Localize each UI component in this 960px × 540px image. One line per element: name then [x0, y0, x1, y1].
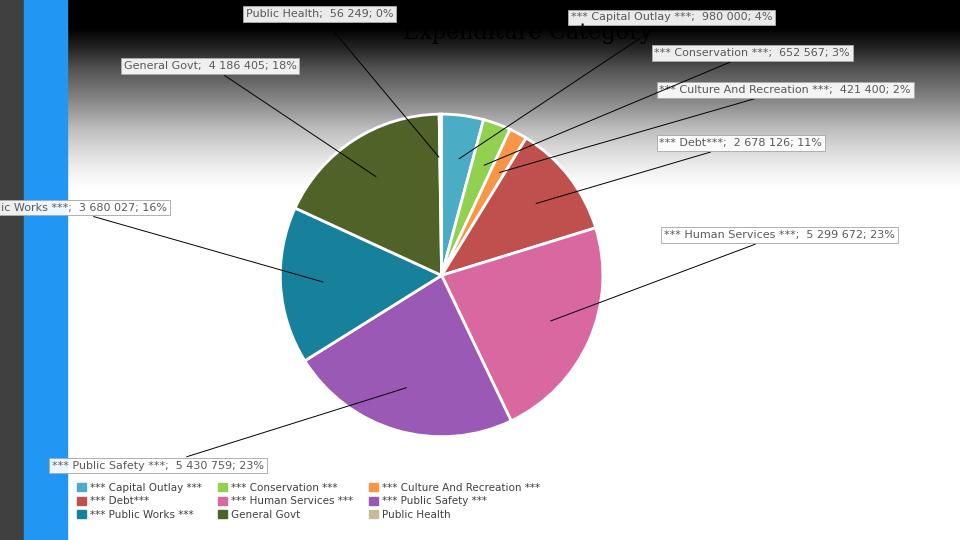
- Bar: [0, 0, 24, 540]
- Wedge shape: [304, 275, 512, 437]
- Text: *** Public Safety ***;  5 430 759; 23%: *** Public Safety ***; 5 430 759; 23%: [52, 388, 406, 471]
- Text: General Govt;  4 186 405; 18%: General Govt; 4 186 405; 18%: [124, 60, 376, 177]
- Text: *** Conservation ***;  652 567; 3%: *** Conservation ***; 652 567; 3%: [484, 48, 851, 165]
- Text: Public Health;  56 249; 0%: Public Health; 56 249; 0%: [246, 9, 439, 157]
- Text: *** Culture And Recreation ***;  421 400; 2%: *** Culture And Recreation ***; 421 400;…: [499, 85, 911, 172]
- Text: Expenditure Category: Expenditure Category: [403, 22, 653, 44]
- Wedge shape: [439, 114, 442, 275]
- Wedge shape: [442, 228, 603, 421]
- Legend: *** Capital Outlay ***, *** Debt***, *** Public Works ***, *** Conservation ***,: *** Capital Outlay ***, *** Debt***, ***…: [72, 478, 544, 524]
- Text: *** Human Services ***;  5 299 672; 23%: *** Human Services ***; 5 299 672; 23%: [551, 230, 895, 321]
- Wedge shape: [442, 114, 484, 275]
- Wedge shape: [280, 208, 442, 361]
- Wedge shape: [442, 130, 526, 275]
- Text: *** Capital Outlay ***;  980 000; 4%: *** Capital Outlay ***; 980 000; 4%: [459, 12, 772, 159]
- Text: *** Public Works ***;  3 680 027; 16%: *** Public Works ***; 3 680 027; 16%: [0, 202, 323, 282]
- Bar: [24, 0, 67, 540]
- Text: *** Debt***;  2 678 126; 11%: *** Debt***; 2 678 126; 11%: [536, 138, 822, 204]
- Wedge shape: [442, 138, 596, 275]
- Wedge shape: [295, 114, 442, 275]
- Wedge shape: [442, 120, 510, 275]
